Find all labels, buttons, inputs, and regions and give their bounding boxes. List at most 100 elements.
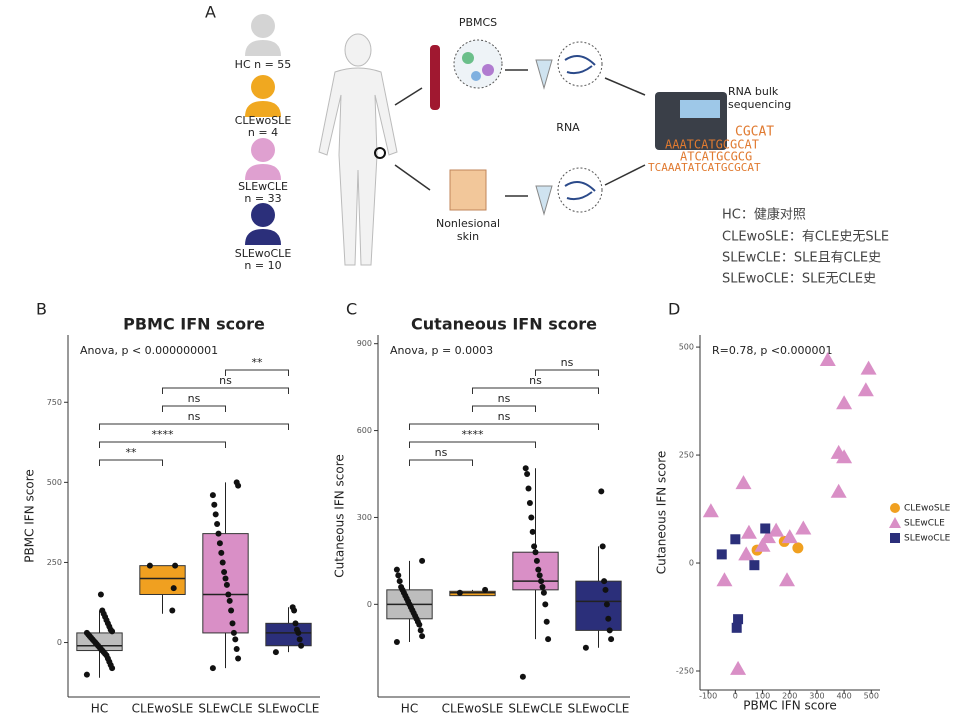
comparison-label: ns bbox=[219, 374, 232, 387]
group-label: SLEwoCLE bbox=[235, 247, 292, 260]
box bbox=[512, 551, 559, 591]
data-point bbox=[608, 636, 615, 643]
rna-label: RNA bbox=[556, 121, 580, 134]
data-point bbox=[419, 557, 426, 564]
comparison-label: ns bbox=[498, 410, 511, 423]
y-tick-label: 900 bbox=[357, 339, 372, 348]
comparison-bracket bbox=[409, 459, 473, 466]
data-point bbox=[582, 644, 589, 651]
sample-icons bbox=[430, 39, 727, 216]
panel-letter: A bbox=[205, 3, 216, 22]
data-point bbox=[417, 627, 424, 634]
comparison-bracket bbox=[99, 441, 226, 448]
data-point bbox=[526, 499, 533, 506]
x-tick-label: HC bbox=[91, 702, 108, 716]
y-tick-label: 0 bbox=[57, 638, 62, 647]
data-point bbox=[606, 627, 613, 634]
data-point bbox=[529, 528, 536, 535]
data-point bbox=[532, 549, 539, 556]
data-point bbox=[533, 557, 540, 564]
data-point bbox=[781, 529, 798, 544]
panel-letter: D bbox=[668, 300, 680, 319]
data-point bbox=[819, 352, 836, 367]
data-point bbox=[531, 543, 538, 550]
data-point bbox=[289, 604, 296, 611]
data-point bbox=[749, 560, 760, 571]
group-n: n = 33 bbox=[244, 192, 281, 205]
dna-line: TCAAATATCATGCGCAT bbox=[648, 161, 761, 174]
legend-label: SLEwCLE bbox=[904, 519, 945, 529]
comparison-label: ns bbox=[529, 374, 542, 387]
legend-marker bbox=[890, 533, 900, 543]
data-point bbox=[99, 607, 106, 614]
comparison-label: ** bbox=[126, 446, 138, 459]
data-point bbox=[525, 485, 532, 492]
data-point bbox=[419, 633, 426, 640]
data-point bbox=[702, 503, 719, 518]
x-tick-label: 300 bbox=[809, 692, 824, 701]
y-axis-label: PBMC IFN score bbox=[23, 469, 37, 563]
pbmc-label: PBMCS bbox=[459, 16, 497, 29]
data-point bbox=[209, 665, 216, 672]
dna-line: CGCAT bbox=[735, 125, 774, 140]
y-tick-label: 500 bbox=[47, 478, 62, 487]
comparison-bracket bbox=[472, 387, 599, 394]
data-point bbox=[398, 583, 405, 590]
x-tick-label: 500 bbox=[864, 692, 879, 701]
comparison-label: ns bbox=[498, 392, 511, 405]
data-point bbox=[146, 562, 153, 569]
arrows bbox=[394, 69, 646, 197]
data-point bbox=[225, 591, 232, 598]
comparison-bracket bbox=[162, 405, 226, 412]
dna-line: AAATCATGCGCAT bbox=[665, 138, 759, 152]
panel-letter: C bbox=[346, 300, 357, 319]
comparison-label: **** bbox=[152, 428, 175, 441]
data-point bbox=[292, 620, 299, 627]
box bbox=[265, 622, 312, 647]
data-point bbox=[599, 543, 606, 550]
legend-text: SLEwoCLE：SLE无CLE史 bbox=[722, 272, 876, 287]
data-point bbox=[857, 382, 874, 397]
group-n: n = 10 bbox=[244, 259, 281, 272]
group-label: SLEwCLE bbox=[238, 180, 288, 193]
data-point bbox=[83, 629, 90, 636]
data-point bbox=[97, 591, 104, 598]
x-tick-label: CLEwoSLE bbox=[442, 702, 504, 716]
data-point bbox=[779, 572, 796, 587]
box bbox=[575, 580, 622, 631]
annotation: Anova, p = 0.0003 bbox=[390, 344, 493, 357]
comparison-bracket bbox=[409, 423, 599, 430]
data-point bbox=[298, 642, 305, 649]
data-point bbox=[601, 578, 608, 585]
chart-title: PBMC IFN score bbox=[123, 315, 265, 334]
legend-text: HC：健康对照 bbox=[722, 207, 806, 223]
comparison-label: ns bbox=[561, 356, 574, 369]
data-point bbox=[211, 501, 218, 508]
data-point bbox=[218, 549, 225, 556]
data-point bbox=[395, 572, 402, 579]
data-point bbox=[716, 572, 733, 587]
data-point bbox=[212, 511, 219, 518]
data-point bbox=[768, 522, 785, 537]
x-tick-label: 200 bbox=[782, 692, 797, 701]
data-point bbox=[219, 559, 226, 566]
comparison-bracket bbox=[535, 369, 599, 376]
data-point bbox=[396, 578, 403, 585]
comparison-bracket bbox=[409, 441, 536, 448]
data-point bbox=[272, 649, 279, 656]
legend-marker bbox=[889, 517, 901, 528]
comparison-bracket bbox=[99, 423, 289, 430]
data-point bbox=[536, 572, 543, 579]
data-point bbox=[293, 626, 300, 633]
data-point bbox=[233, 645, 240, 652]
data-point bbox=[223, 581, 230, 588]
data-point bbox=[542, 601, 549, 608]
x-tick-label: 400 bbox=[836, 692, 851, 701]
x-tick-label: SLEwCLE bbox=[198, 702, 252, 716]
comparison-label: ** bbox=[252, 356, 264, 369]
comparison-bracket bbox=[472, 405, 536, 412]
data-point bbox=[740, 524, 757, 539]
x-tick-label: SLEwoCLE bbox=[568, 702, 630, 716]
data-point bbox=[545, 636, 552, 643]
